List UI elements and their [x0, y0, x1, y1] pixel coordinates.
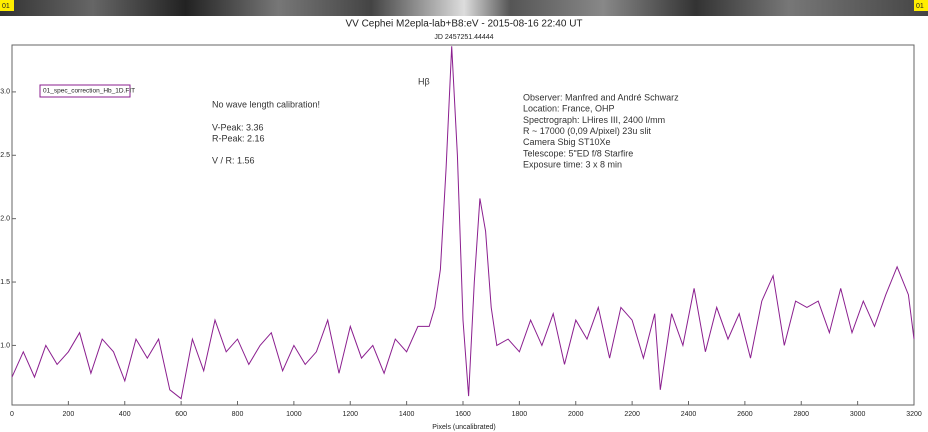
- annotation: Camera Sbig ST10Xe: [523, 137, 611, 147]
- x-axis-label: Pixels (uncalibrated): [432, 424, 495, 431]
- chart-title: VV Cephei M2epla-lab+B8:eV - 2015-08-16 …: [345, 19, 582, 30]
- x-tick-label: 2000: [568, 411, 584, 418]
- x-tick-label: 1200: [342, 411, 358, 418]
- annotation: Exposure time: 3 x 8 min: [523, 160, 622, 170]
- x-tick-label: 200: [63, 411, 75, 418]
- strip-badge: [914, 0, 928, 11]
- x-tick-label: 2800: [793, 411, 809, 418]
- x-tick-label: 1400: [399, 411, 415, 418]
- strip-label: 01: [2, 3, 10, 10]
- annotation: No wave length calibration!: [212, 99, 320, 109]
- annotation: Telescope: 5"ED f/8 Starfire: [523, 148, 633, 158]
- chart-subtitle: JD 2457251.44444: [434, 34, 493, 41]
- y-tick-label: 1.0: [0, 342, 10, 349]
- x-tick-label: 1600: [455, 411, 471, 418]
- x-tick-label: 800: [232, 411, 244, 418]
- y-tick-label: 2.0: [0, 216, 10, 223]
- annotation: R-Peak: 2.16: [212, 133, 265, 143]
- observer-block: Observer: Manfred and André Schwarz Locat…: [523, 92, 679, 169]
- spectrum-strip: [0, 0, 928, 16]
- annotation: V / R: 1.56: [212, 155, 255, 165]
- y-tick-label: 1.5: [0, 279, 10, 286]
- annotation: Hβ: [418, 76, 430, 86]
- legend-box: [39, 84, 131, 98]
- x-tick-label: 2400: [681, 411, 697, 418]
- x-tick-label: 2600: [737, 411, 753, 418]
- x-tick-label: 600: [175, 411, 187, 418]
- x-tick-label: 0: [10, 411, 14, 418]
- annotation: Location: France, OHP: [523, 104, 615, 114]
- x-tick-label: 3200: [906, 411, 922, 418]
- strip-badge: [0, 0, 14, 11]
- y-tick-label: 3.0: [0, 89, 10, 96]
- x-tick-label: 2200: [624, 411, 640, 418]
- annotation: Observer: Manfred and André Schwarz: [523, 92, 679, 102]
- x-tick-label: 3000: [850, 411, 866, 418]
- x-tick-label: 1800: [512, 411, 528, 418]
- plot-frame: [11, 44, 915, 406]
- annotation: V-Peak: 3.36: [212, 122, 264, 132]
- annotation: R ~ 17000 (0,09 A/pixel) 23u slit: [523, 126, 651, 136]
- x-tick-label: 400: [119, 411, 131, 418]
- spectrum-line: [11, 46, 915, 400]
- legend-label: 01_spec_correction_Hb_1D.FIT: [43, 88, 135, 95]
- x-tick-label: 1000: [286, 411, 302, 418]
- strip-label: 01: [916, 3, 924, 10]
- y-tick-label: 2.5: [0, 152, 10, 159]
- annotation: Spectrograph: LHires III, 2400 l/mm: [523, 115, 665, 125]
